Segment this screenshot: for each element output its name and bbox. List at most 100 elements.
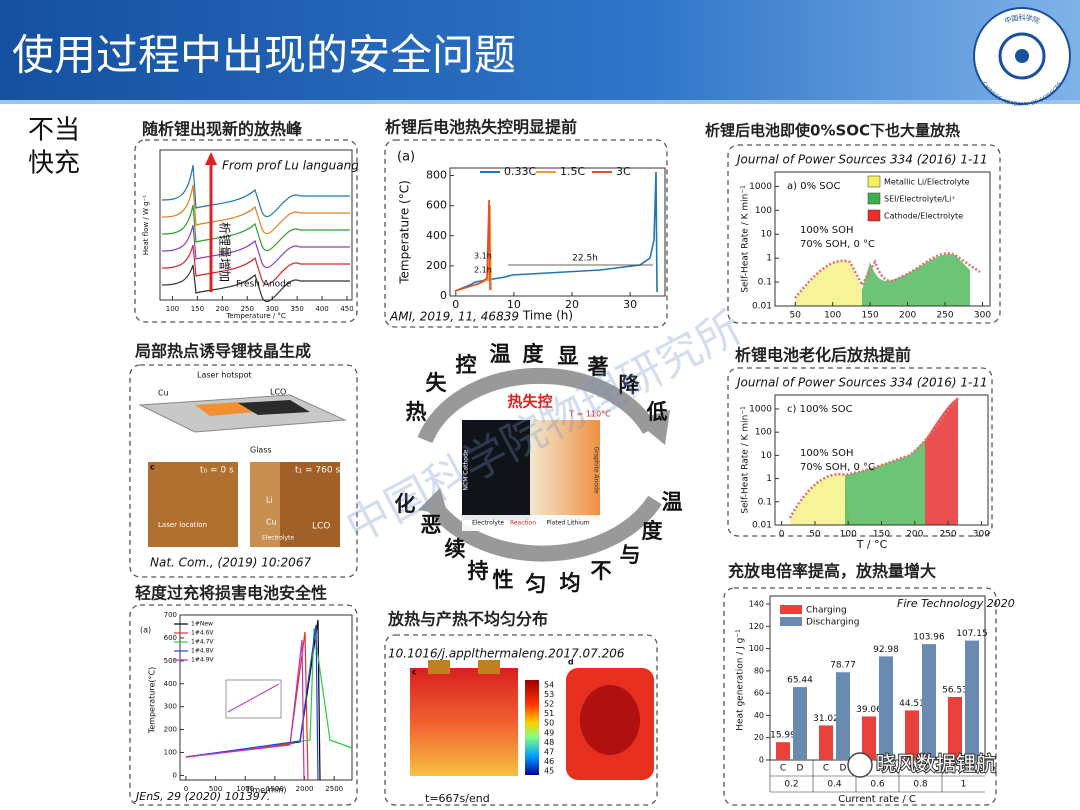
x-tick-label: 2000: [296, 785, 314, 793]
x-sub-label: D: [840, 764, 847, 774]
cycle-word: 度: [523, 342, 544, 366]
label: Graphite Anode: [593, 446, 600, 493]
x-tick-label: 100: [166, 305, 179, 313]
curve: [161, 224, 350, 269]
annotation: 2.1h: [474, 266, 492, 275]
label: LCO: [312, 522, 330, 532]
side-label: 快充: [28, 149, 80, 179]
y-tick-label: 0: [759, 756, 764, 765]
x-tick-label: 300: [266, 305, 279, 313]
y-tick-label: 600: [426, 199, 447, 212]
x-tick-label: 0.6: [870, 780, 885, 790]
legend-swatch: [867, 175, 881, 188]
plot-frame: [179, 614, 353, 781]
bar: [836, 672, 850, 760]
x-tick-label: 250: [936, 311, 953, 321]
axis-label: T / °C: [856, 538, 888, 551]
watermark-icon: [847, 752, 873, 778]
legend-label: Charging: [806, 606, 847, 616]
area: [795, 260, 862, 306]
source: JEnS, 29 (2020) 101397.: [134, 790, 270, 803]
x-sub-label: C: [823, 764, 829, 774]
bar: [948, 697, 962, 760]
annotation: Fresh Anode: [236, 280, 292, 290]
legend-swatch: [867, 209, 881, 222]
x-tick-label: 0: [452, 298, 459, 311]
bar: [965, 640, 979, 760]
y-tick-label: 10: [761, 230, 773, 240]
logo-mark: [1015, 49, 1029, 63]
source: Nat. Com., (2019) 10:2067: [150, 556, 311, 570]
x-tick-label: 100: [840, 530, 857, 540]
bar: [905, 710, 919, 760]
x-sub-label: D: [969, 764, 976, 774]
source: Journal of Power Sources 334 (2016) 1-11: [735, 376, 988, 390]
colorbar-label: 51: [544, 709, 554, 718]
y-tick-label: 100: [164, 749, 177, 757]
legend-label: 1#4.6V: [191, 630, 214, 637]
y-tick-label: 60: [754, 689, 764, 698]
cycle-word: 温: [662, 490, 683, 514]
y-tick-label: 0.1: [758, 278, 772, 288]
bar: [819, 725, 833, 760]
x-tick-label: 350: [290, 305, 303, 313]
data-label: 92.98: [873, 645, 899, 655]
axis-label: Heat generation / J g⁻¹: [736, 629, 746, 731]
y-tick-label: 1000: [749, 404, 772, 414]
y-tick-label: 0.01: [752, 521, 772, 531]
plot-frame: [774, 171, 991, 307]
axis-label: Time (h): [522, 309, 573, 323]
label: Li: [266, 496, 273, 505]
legend-label: 1#4.9V: [191, 657, 214, 664]
axis-label: Temperature(°C): [148, 667, 157, 735]
arrow-head: [205, 152, 217, 165]
micrograph: [148, 462, 238, 547]
x-tick-label: 20: [565, 298, 579, 311]
axis-label: Temperature / °C: [225, 312, 286, 320]
cycle-word: 控: [456, 353, 477, 377]
label: Cu: [266, 518, 277, 527]
data-label: 15.99: [770, 731, 796, 741]
cycle-word: 降: [619, 373, 641, 397]
lco: [238, 400, 310, 415]
y-tick-label: 120: [749, 622, 764, 631]
data-label: 78.77: [830, 661, 856, 671]
y-tick-label: 20: [754, 733, 764, 742]
x-tick-label: 0.2: [784, 780, 798, 790]
plot-frame: [449, 167, 666, 297]
y-tick-label: 400: [426, 229, 447, 242]
legend-label: Cathode/Electrolyte: [884, 212, 963, 221]
tab: [428, 660, 450, 674]
cycle-word: 匀: [526, 572, 547, 596]
axis-label: Current rate / C: [838, 794, 916, 805]
annotation: 3.1h: [474, 252, 492, 261]
cycle-word: 续: [445, 537, 466, 561]
x-tick-label: 10: [507, 298, 521, 311]
inset-curve: [227, 683, 280, 713]
legend-label: 1#4.8V: [191, 648, 214, 655]
x-tick-label: 250: [939, 530, 956, 540]
x-tick-label: 150: [862, 311, 879, 321]
x-tick-label: 300: [973, 530, 990, 540]
bar: [793, 687, 807, 760]
curve: [161, 244, 350, 286]
axis-label: Self-Heat Rate / K min⁻¹: [741, 406, 751, 514]
x-tick-label: 300: [974, 311, 991, 321]
panel-title: 局部热点诱导锂枝晶生成: [135, 342, 311, 361]
colorbar-label: 45: [544, 767, 554, 776]
x-tick-label: 100: [824, 311, 841, 321]
x-tick-label: 0: [184, 785, 188, 793]
bar: [922, 644, 936, 760]
y-tick-label: 0: [173, 771, 177, 779]
side-label: 不当: [28, 116, 80, 146]
arrow-head: [418, 488, 448, 515]
cycle-arrow: [417, 367, 657, 444]
x-sub-label: D: [797, 764, 804, 774]
panel-title: 析锂后电池热失控明显提前: [385, 118, 577, 137]
label: Laser hotspot: [197, 371, 252, 380]
label: d: [568, 658, 574, 667]
legend-label: SEI/Electrolyte/Li⁺: [884, 195, 956, 204]
curve: [794, 252, 981, 299]
cu-foil: [195, 402, 255, 416]
